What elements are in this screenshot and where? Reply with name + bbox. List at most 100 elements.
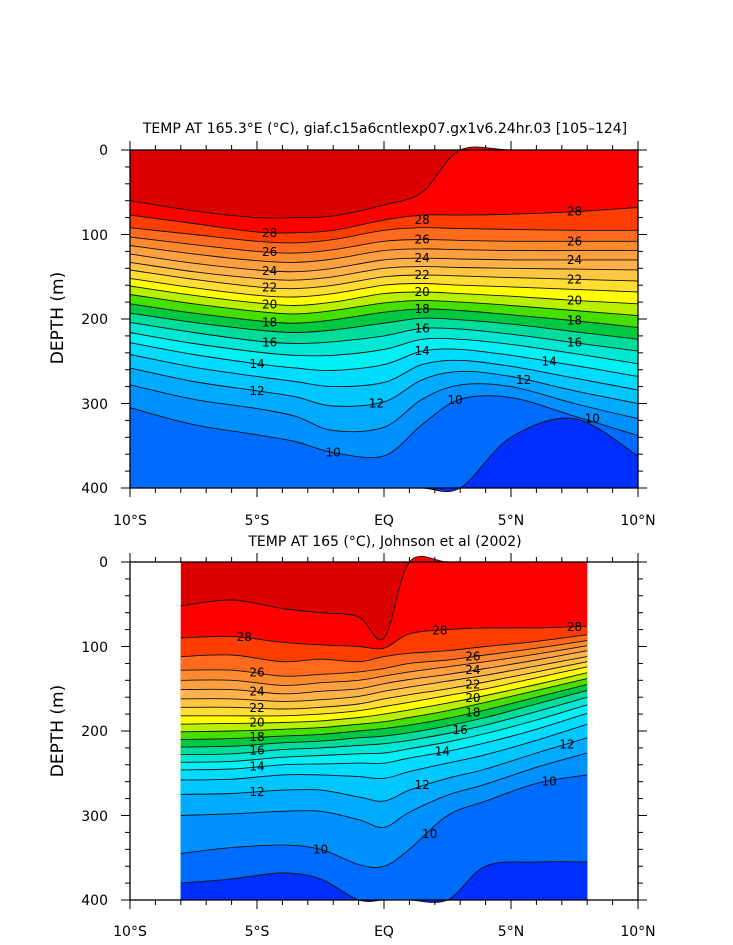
contour-label: 24 <box>249 684 264 698</box>
isotherm-line <box>180 672 588 725</box>
contour-label: 28 <box>432 623 447 637</box>
isotherm-line <box>129 303 639 328</box>
isotherm-line <box>129 277 639 298</box>
chart-title-bottom: TEMP AT 165 (°C), Johnson et al (2002) <box>247 534 521 550</box>
contour-label: 20 <box>567 293 582 307</box>
axis-ticks-bottom <box>121 553 647 909</box>
contour-label: 28 <box>414 213 429 227</box>
y-tick-label: 0 <box>99 555 108 571</box>
panel-top: TEMP AT 165.3°E (°C), giaf.c15a6cntlexp0… <box>48 121 656 529</box>
isotherm-line <box>180 678 588 733</box>
contour-label: 18 <box>262 315 277 329</box>
y-tick-labels-top: 0 100 200 300 400 <box>81 143 108 497</box>
contour-label: 20 <box>414 285 429 299</box>
isotherm-line <box>180 634 588 663</box>
x-tick-label: 5°N <box>498 924 524 940</box>
contour-label: 12 <box>559 738 574 752</box>
isotherm-line <box>180 723 588 781</box>
x-tick-label: 5°N <box>498 513 524 529</box>
isotherm-line <box>180 645 588 686</box>
x-tick-label: EQ <box>374 513 394 529</box>
isotherm-line <box>129 312 639 340</box>
isotherm-line <box>129 395 639 459</box>
y-tick-label: 100 <box>81 640 108 656</box>
y-tick-label: 400 <box>81 481 108 497</box>
contour-label: 20 <box>465 691 480 705</box>
contour-label: 12 <box>249 785 264 799</box>
contour-label: 14 <box>435 744 450 758</box>
contour-label: 14 <box>249 357 264 371</box>
y-tick-label: 300 <box>81 397 108 413</box>
panel-bottom: TEMP AT 165 (°C), Johnson et al (2002) 2… <box>48 534 656 940</box>
contour-label: 10 <box>326 446 341 460</box>
contour-label: 26 <box>249 666 264 680</box>
isotherm-line <box>129 261 639 281</box>
temperature-band <box>130 418 638 492</box>
isotherm-line <box>129 367 639 407</box>
isotherm-line <box>129 245 638 263</box>
isotherm-line <box>129 354 639 391</box>
contour-label: 22 <box>414 268 429 282</box>
contour-label: 24 <box>567 253 582 267</box>
contour-label: 28 <box>262 226 277 240</box>
isotherm-line <box>180 684 588 740</box>
contour-label: 18 <box>567 314 582 328</box>
y-axis-label-top: DEPTH (m) <box>48 272 68 364</box>
contour-label: 16 <box>262 336 277 350</box>
contour-label: 22 <box>465 678 480 692</box>
isotherm-line <box>180 689 588 748</box>
isotherm-line <box>180 625 588 650</box>
x-tick-label: 10°N <box>620 513 655 529</box>
x-tick-label: 10°S <box>113 924 147 940</box>
chart-title-top: TEMP AT 165.3°E (°C), giaf.c15a6cntlexp0… <box>142 121 627 137</box>
isotherm-line <box>180 712 588 771</box>
isotherm-line <box>129 227 639 244</box>
y-tick-label: 0 <box>99 143 108 159</box>
contour-label: 12 <box>414 778 429 792</box>
contour-lines-bottom <box>180 555 588 903</box>
contour-label: 14 <box>249 759 264 773</box>
isotherm-line <box>129 294 639 317</box>
contour-label: 14 <box>414 344 429 358</box>
isotherm-line <box>180 774 588 868</box>
isotherm-line <box>180 656 588 702</box>
contour-label: 26 <box>414 233 429 247</box>
isotherm-line <box>180 737 588 802</box>
contour-label: 16 <box>249 743 264 757</box>
x-tick-label: 10°N <box>620 924 655 940</box>
contour-label: 12 <box>516 373 531 387</box>
contour-label: 14 <box>541 354 556 368</box>
temperature-band <box>180 861 588 903</box>
contour-label: 28 <box>567 205 582 219</box>
isotherm-line <box>129 285 639 306</box>
isotherm-line <box>129 342 639 377</box>
contour-label: 20 <box>262 298 277 312</box>
isotherm-line <box>180 704 588 763</box>
contour-labels-top: 28 28 28 26 26 26 24 24 24 22 22 22 20 20 20 18 18 18 16 16… <box>249 205 600 460</box>
contour-label: 18 <box>414 302 429 316</box>
contour-label: 22 <box>262 281 277 295</box>
contour-label: 24 <box>465 663 480 677</box>
contour-label: 12 <box>369 397 384 411</box>
contour-label: 26 <box>465 650 480 664</box>
isotherm-line <box>129 236 638 254</box>
contour-label: 10 <box>541 775 556 789</box>
isotherm-line <box>180 640 588 677</box>
contour-label: 28 <box>567 620 582 634</box>
axis-ticks-top <box>121 141 647 497</box>
contour-label: 28 <box>237 630 252 644</box>
contour-label: 10 <box>447 393 462 407</box>
x-tick-label: 5°S <box>245 924 270 940</box>
isotherm-line <box>129 253 638 273</box>
x-tick-label: 5°S <box>245 513 270 529</box>
y-tick-label: 200 <box>81 312 108 328</box>
isotherm-line <box>129 269 639 290</box>
contour-label: 26 <box>262 245 277 259</box>
x-tick-labels-bottom: 10°S 5°S EQ 5°N 10°N <box>113 924 656 940</box>
contour-label: 10 <box>422 827 437 841</box>
y-tick-label: 100 <box>81 228 108 244</box>
y-axis-label-bottom: DEPTH (m) <box>48 685 68 777</box>
isotherm-line <box>129 207 639 234</box>
